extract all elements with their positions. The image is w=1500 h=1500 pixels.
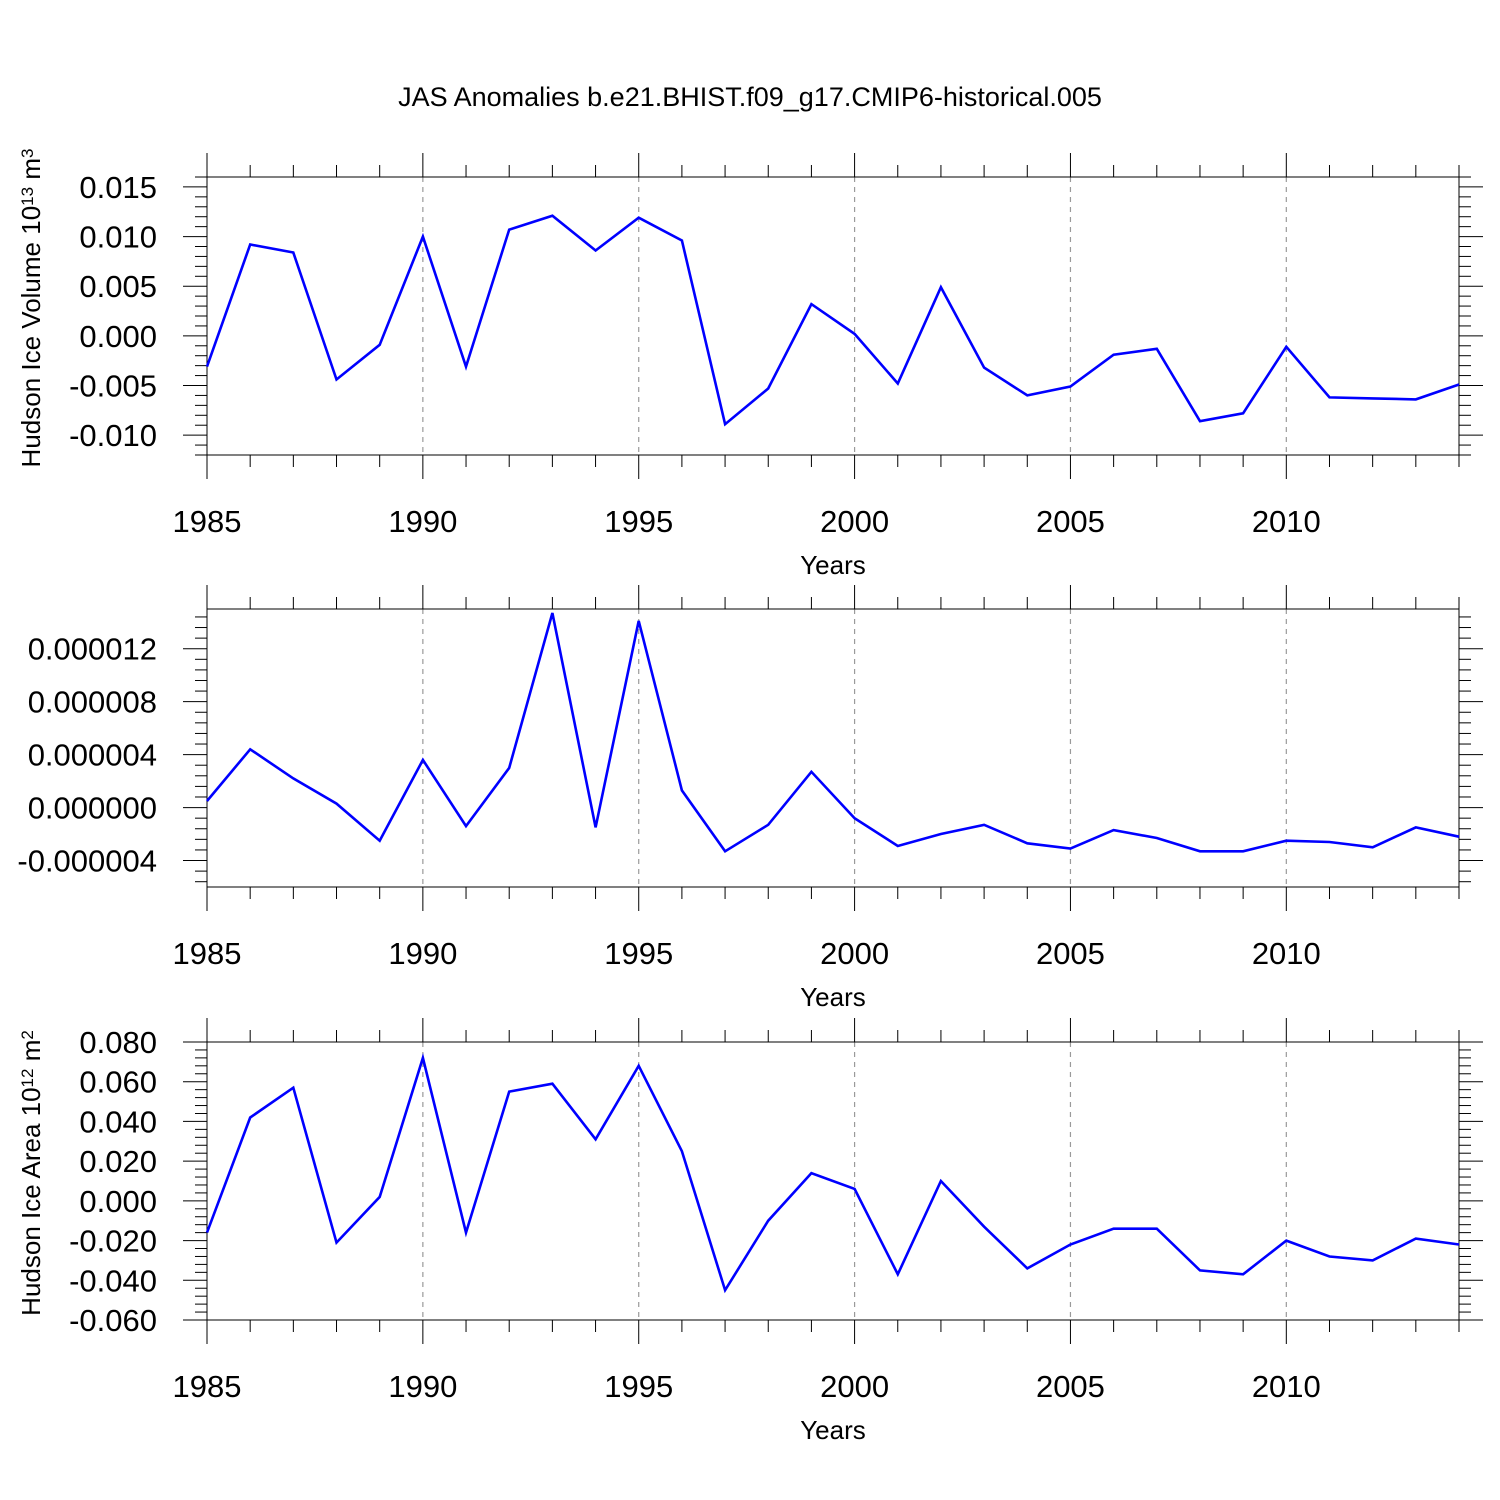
x-tick-label: 1985 [173, 1369, 242, 1404]
x-axis-title: Years [800, 550, 866, 580]
x-tick-label: 1995 [604, 1369, 673, 1404]
y-tick-label: 0.000012 [28, 632, 157, 667]
x-tick-label: 2005 [1036, 936, 1105, 971]
y-tick-label: 0.000008 [28, 685, 157, 720]
panel-volume: 1985 1990 1995 2000 2005 2010 Years 0.015 0.010 0… [16, 149, 1483, 580]
series-line [205, 214, 1460, 427]
chart-title: JAS Anomalies b.e21.BHIST.f09_g17.CMIP6-… [398, 82, 1102, 112]
x-tick-label: 1995 [604, 936, 673, 971]
y-tick-label: -0.040 [69, 1263, 157, 1298]
y-tick-label: 0.040 [79, 1104, 157, 1139]
y-tick-label: 0.080 [79, 1025, 157, 1060]
x-tick-label: 2005 [1036, 504, 1105, 539]
y-tick-label: 0.000 [79, 1184, 157, 1219]
y-tick-label: 0.000 [79, 319, 157, 354]
x-axis-title: Years [800, 982, 866, 1012]
x-tick-label: 1990 [388, 936, 457, 971]
x-tick-label: 2000 [820, 1369, 889, 1404]
plot-frame [206, 1041, 1460, 1321]
panel-area: 1985 1990 1995 2000 2005 2010 Years 0.080 0.060 0… [16, 1018, 1483, 1445]
y-tick-label: -0.000004 [17, 844, 157, 879]
y-tick-label: -0.005 [69, 369, 157, 404]
plot-frame [206, 608, 1460, 888]
x-tick-label: 2000 [820, 504, 889, 539]
x-tick-label: 2010 [1252, 936, 1321, 971]
x-tick-label: 2010 [1252, 504, 1321, 539]
y-tick-label: 0.060 [79, 1065, 157, 1100]
x-tick-label: 2000 [820, 936, 889, 971]
x-tick-label: 2005 [1036, 1369, 1105, 1404]
x-tick-label: 1985 [173, 504, 242, 539]
y-tick-label: 0.010 [79, 220, 157, 255]
x-axis-title: Years [800, 1415, 866, 1445]
series-line [205, 1053, 1460, 1294]
y-tick-label: 0.000000 [28, 791, 157, 826]
y-axis-title: Hudson Ice Area 1012 m2 [16, 1030, 46, 1316]
series-line [206, 612, 1460, 854]
x-tick-label: 2010 [1252, 1369, 1321, 1404]
y-tick-label: -0.020 [69, 1224, 157, 1259]
y-tick-label: 0.000004 [28, 738, 157, 773]
y-tick-label: 0.020 [79, 1144, 157, 1179]
y-axis-title: Hudson Ice Volume 1013 m3 [16, 149, 46, 468]
x-tick-label: 1990 [388, 504, 457, 539]
y-tick-label: 0.015 [79, 170, 157, 205]
y-tick-label: 0.005 [79, 269, 157, 304]
plot-frame [206, 176, 1460, 456]
y-tick-label: -0.010 [69, 418, 157, 453]
x-tick-label: 1985 [173, 936, 242, 971]
x-tick-label: 1995 [604, 504, 673, 539]
y-tick-label: -0.060 [69, 1303, 157, 1338]
panel-thickness: 1985 1990 1995 2000 2005 2010 Years 0.000012 0.0… [17, 585, 1483, 1012]
x-tick-label: 1990 [388, 1369, 457, 1404]
